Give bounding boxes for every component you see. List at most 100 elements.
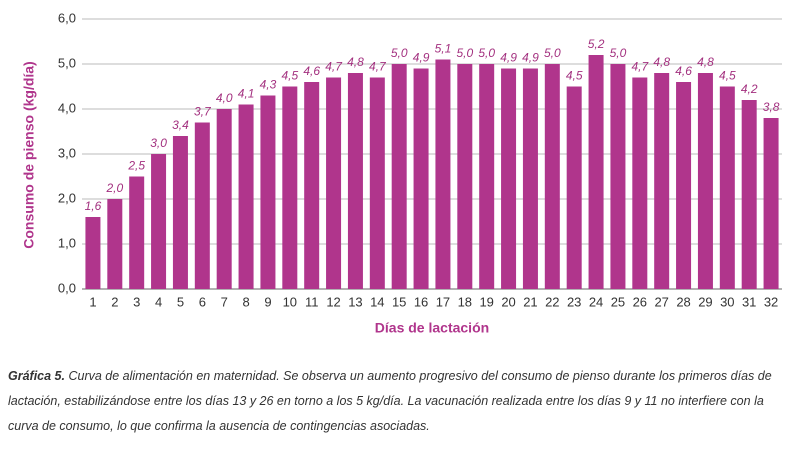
data-label: 4,5	[566, 69, 583, 83]
bar	[85, 217, 101, 289]
x-tick-label: 20	[501, 294, 515, 309]
bar	[610, 64, 626, 289]
bar	[413, 68, 429, 289]
y-tick-label: 1,0	[58, 235, 76, 250]
bar	[369, 77, 385, 289]
x-tick-label: 25	[611, 294, 625, 309]
data-label: 4,3	[260, 78, 277, 92]
data-label: 4,9	[413, 51, 430, 65]
bar	[457, 64, 473, 289]
bar	[676, 82, 692, 289]
x-tick-label: 29	[698, 294, 712, 309]
bar	[501, 68, 517, 289]
data-label: 4,7	[631, 60, 649, 74]
bar	[347, 73, 363, 289]
data-label: 4,5	[281, 69, 298, 83]
data-label: 3,4	[172, 118, 189, 132]
data-label: 2,5	[127, 159, 145, 173]
data-label: 4,9	[522, 51, 539, 65]
bar	[282, 86, 298, 289]
data-label: 4,6	[303, 64, 320, 78]
bar	[763, 118, 779, 289]
x-tick-label: 22	[545, 294, 559, 309]
x-tick-label: 9	[264, 294, 271, 309]
caption-line: curva de consumo, lo que confirma la aus…	[8, 419, 430, 433]
x-tick-label: 2	[111, 294, 118, 309]
y-tick-label: 5,0	[58, 55, 76, 70]
x-tick-label: 11	[305, 294, 319, 309]
x-tick-label: 28	[676, 294, 690, 309]
x-tick-label: 5	[177, 294, 184, 309]
bar	[697, 73, 713, 289]
x-tick-label: 27	[654, 294, 668, 309]
bar	[741, 100, 757, 289]
x-tick-label: 18	[458, 294, 472, 309]
bar	[522, 68, 538, 289]
x-tick-label: 32	[764, 294, 778, 309]
bar	[632, 77, 648, 289]
y-tick-label: 4,0	[58, 100, 76, 115]
data-label: 2,0	[105, 181, 123, 195]
data-label: 5,0	[478, 46, 495, 60]
bar	[435, 59, 451, 289]
bar	[216, 109, 232, 289]
bar	[304, 82, 320, 289]
data-label: 1,6	[85, 199, 102, 213]
bar	[194, 122, 210, 289]
data-label: 5,0	[610, 46, 627, 60]
x-tick-label: 30	[720, 294, 734, 309]
data-label: 4,2	[741, 82, 758, 96]
x-tick-label: 10	[283, 294, 297, 309]
bar	[391, 64, 407, 289]
y-tick-label: 6,0	[58, 10, 76, 25]
x-tick-label: 14	[370, 294, 384, 309]
data-label: 4,7	[325, 60, 343, 74]
bar	[129, 176, 145, 289]
x-tick-label: 12	[326, 294, 340, 309]
data-label: 3,8	[763, 100, 780, 114]
data-label: 4,8	[347, 55, 364, 69]
x-tick-label: 8	[242, 294, 249, 309]
x-tick-label: 15	[392, 294, 406, 309]
data-label: 5,0	[544, 46, 561, 60]
chart: Días de lactación Consumo de pienso (kg/…	[21, 10, 782, 336]
caption-line: Gráfica 5. Curva de alimentación en mate…	[8, 364, 798, 389]
x-tick-label: 31	[742, 294, 756, 309]
data-label: 4,8	[697, 55, 714, 69]
x-tick-label: 13	[348, 294, 362, 309]
x-tick-label: 17	[436, 294, 450, 309]
y-axis-label: Consumo de pienso (kg/día)	[21, 61, 37, 248]
bar	[238, 104, 254, 289]
bar	[719, 86, 735, 289]
x-tick-label: 24	[589, 294, 603, 309]
x-axis-label: Días de lactación	[375, 320, 489, 336]
x-tick-label: 4	[155, 294, 162, 309]
bar	[566, 86, 582, 289]
x-tick-label: 21	[523, 294, 537, 309]
bar	[172, 136, 188, 289]
x-tick-label: 6	[199, 294, 206, 309]
x-tick-label: 19	[479, 294, 493, 309]
bar	[654, 73, 670, 289]
data-label: 4,6	[675, 64, 692, 78]
caption: Gráfica 5. Curva de alimentación en mate…	[8, 364, 798, 439]
data-label: 5,0	[391, 46, 408, 60]
bar	[151, 154, 167, 289]
caption-text: Curva de alimentación en maternidad. Se …	[68, 369, 772, 383]
data-label: 4,8	[653, 55, 670, 69]
x-tick-label: 3	[133, 294, 140, 309]
x-tick-label: 23	[567, 294, 581, 309]
data-label: 3,7	[194, 105, 212, 119]
bar	[326, 77, 342, 289]
bar	[588, 55, 604, 289]
x-tick-label: 7	[221, 294, 228, 309]
caption-label: Gráfica 5.	[8, 369, 65, 383]
data-label: 5,0	[456, 46, 473, 60]
x-tick-label: 16	[414, 294, 428, 309]
bar	[544, 64, 560, 289]
y-tick-label: 0,0	[58, 280, 76, 295]
data-label: 4,0	[216, 91, 233, 105]
bar	[107, 199, 123, 289]
data-label: 5,2	[588, 37, 605, 51]
